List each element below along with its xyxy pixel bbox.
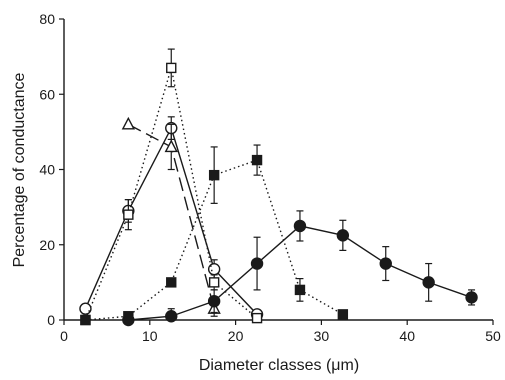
data-point [80, 314, 91, 326]
data-point [207, 294, 221, 308]
data-point [250, 257, 264, 270]
y-axis-title: Percentage of conductance [11, 73, 28, 268]
x-tick-label: 10 [142, 328, 158, 344]
y-tick-label: 80 [39, 11, 55, 27]
data-point [122, 313, 135, 327]
data-point [207, 263, 221, 276]
data-point [123, 209, 134, 220]
data-point [293, 219, 307, 233]
data-point [251, 312, 263, 324]
x-tick-label: 30 [314, 328, 330, 344]
data-point [337, 309, 349, 320]
x-tick-label: 40 [399, 328, 415, 344]
data-point [166, 277, 177, 288]
x-tick-label: 50 [485, 328, 501, 344]
data-point [208, 277, 220, 288]
data-point [165, 310, 178, 323]
data-point [121, 116, 136, 130]
series-layer [79, 48, 478, 327]
data-point [422, 276, 435, 289]
data-point [164, 139, 178, 153]
tick-labels: 0 10 20 30 40 50 0 20 40 60 80 [39, 11, 501, 344]
data-point [79, 302, 92, 315]
x-axis-title: Diameter classes (μm) [199, 357, 359, 374]
data-point [294, 284, 306, 296]
data-point [251, 154, 263, 166]
data-point [465, 291, 478, 304]
data-point [336, 229, 350, 242]
y-tick-label: 0 [47, 312, 55, 328]
y-tick-label: 60 [39, 86, 55, 102]
data-point [166, 62, 177, 74]
x-tick-label: 0 [60, 328, 68, 344]
y-tick-label: 20 [39, 237, 55, 253]
x-tick-label: 20 [228, 328, 244, 344]
data-point [208, 169, 220, 181]
y-tick-label: 40 [39, 162, 55, 178]
series-5 [122, 210, 478, 327]
data-point [379, 257, 392, 270]
